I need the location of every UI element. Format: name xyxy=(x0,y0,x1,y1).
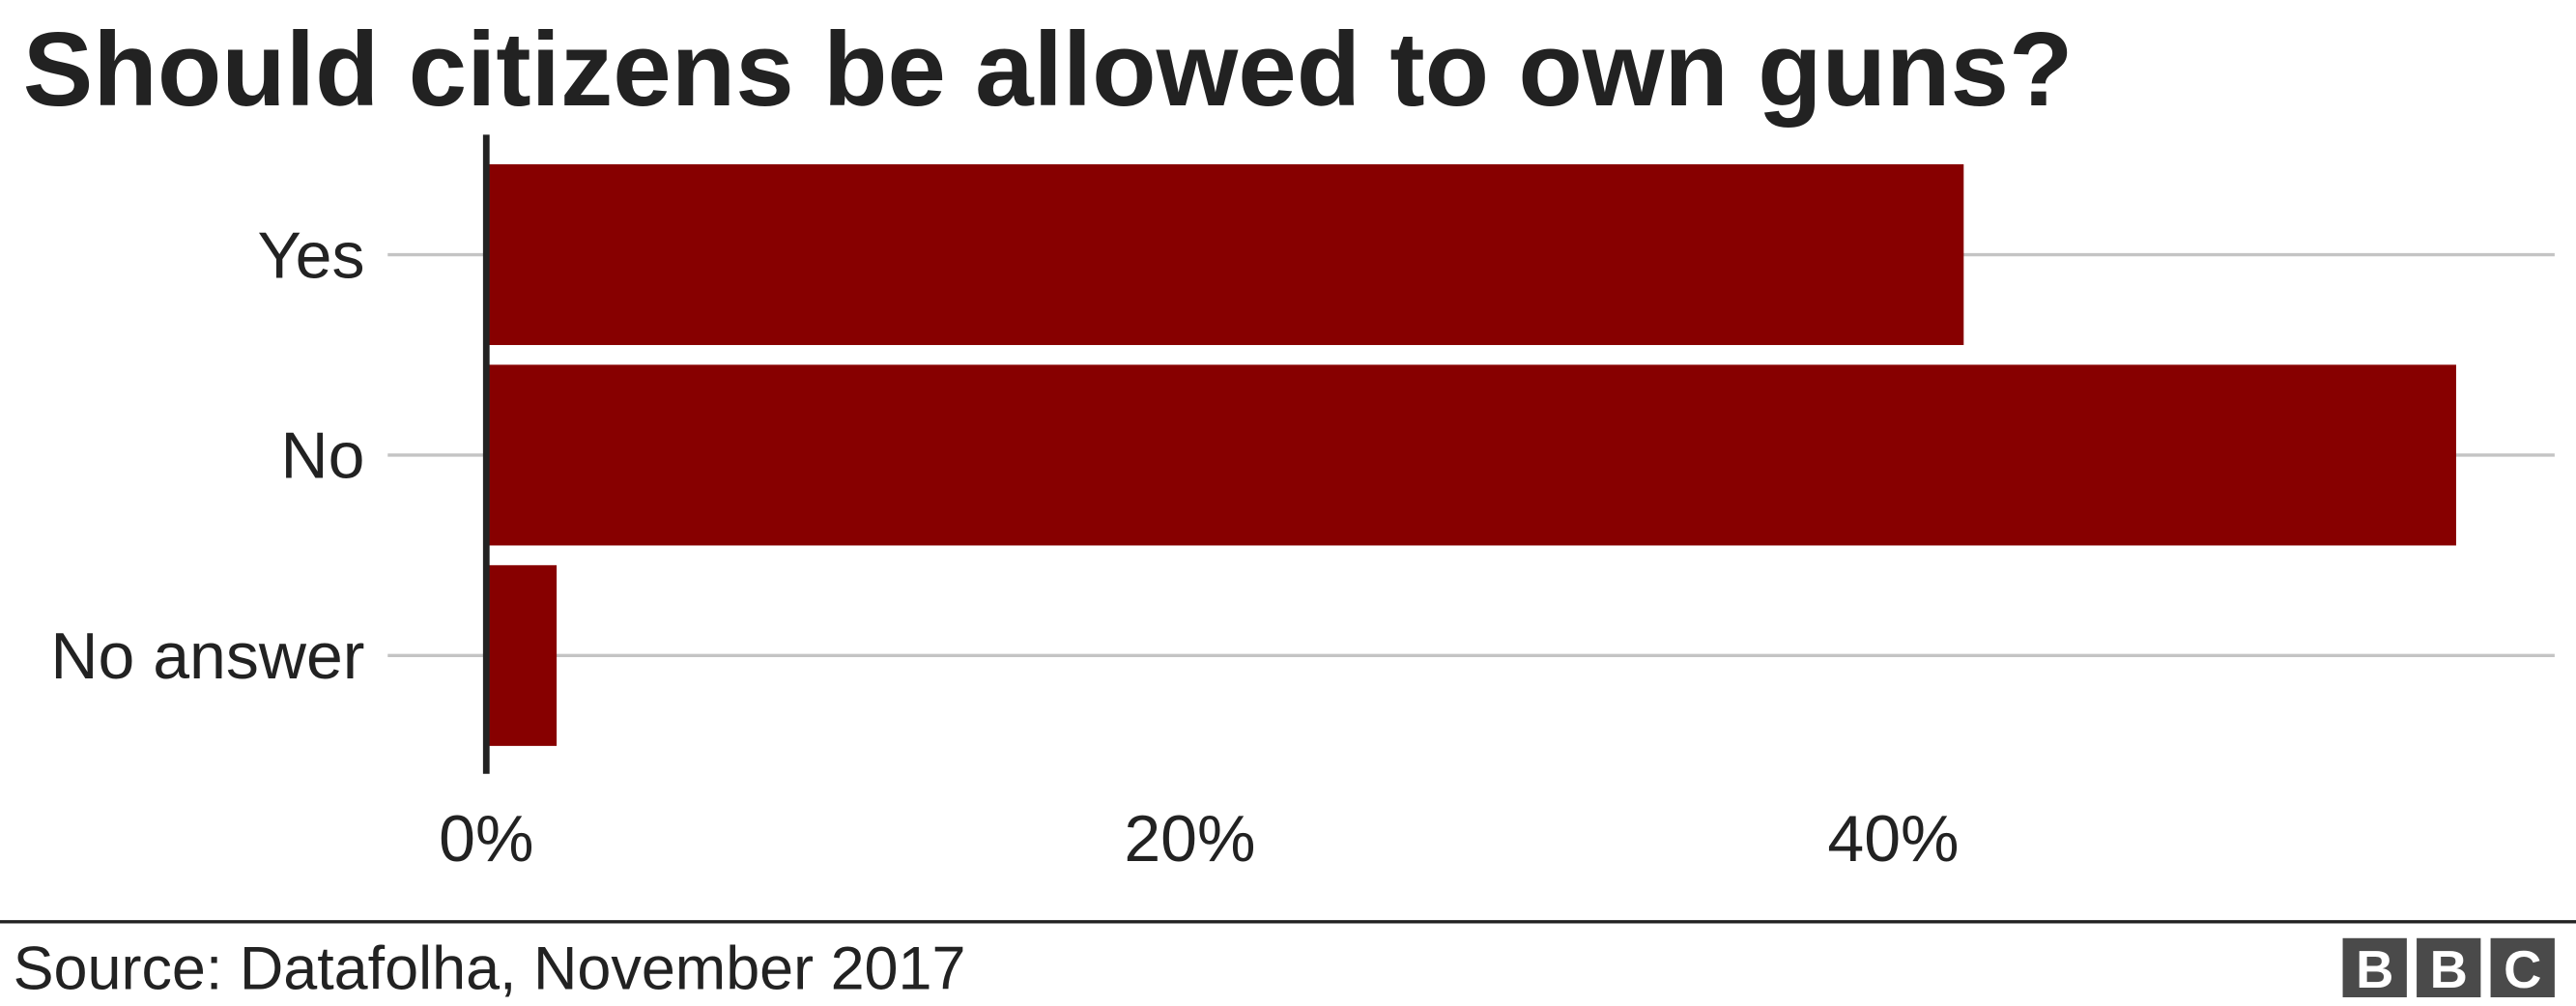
y-tick-label: No xyxy=(281,419,365,493)
source: Source: Datafolha, November 2017 xyxy=(14,934,966,1002)
bar xyxy=(486,364,2456,546)
y-tick-label: Yes xyxy=(258,218,365,292)
y-tick-label: No answer xyxy=(50,619,364,693)
chart-title: Should citizens be allowed to own guns? xyxy=(23,11,2074,129)
bar xyxy=(486,164,1964,346)
x-tick-label: 40% xyxy=(1827,802,1959,876)
logo-box xyxy=(2490,937,2555,997)
logo-box xyxy=(2417,937,2481,997)
bar xyxy=(486,564,558,746)
logo-letter: C xyxy=(2504,940,2541,999)
logo-letter: B xyxy=(2356,940,2393,999)
x-tick-label: 0% xyxy=(439,802,533,876)
logo-box xyxy=(2342,937,2407,997)
x-tick-label: 20% xyxy=(1124,802,1255,876)
logo-letter: B xyxy=(2430,940,2468,999)
